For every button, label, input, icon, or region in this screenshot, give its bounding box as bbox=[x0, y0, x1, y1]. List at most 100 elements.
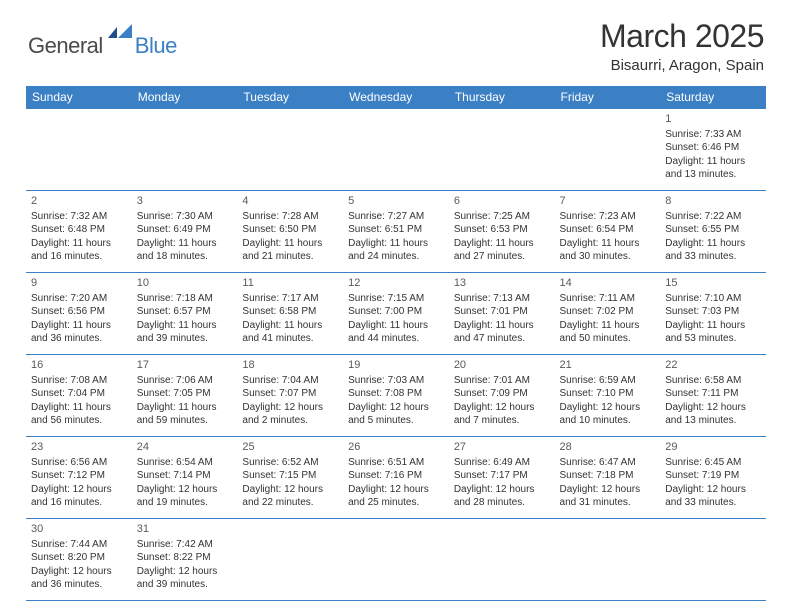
calendar-day-cell bbox=[132, 109, 238, 191]
daylight-text: Daylight: 12 hours bbox=[665, 401, 761, 415]
day-number: 12 bbox=[348, 276, 444, 291]
sunrise-text: Sunrise: 7:25 AM bbox=[454, 210, 550, 224]
daylight-text: Daylight: 12 hours bbox=[560, 483, 656, 497]
title-group: March 2025 Bisaurri, Aragon, Spain bbox=[600, 18, 764, 74]
day-number: 2 bbox=[31, 194, 127, 209]
sunrise-text: Sunrise: 7:03 AM bbox=[348, 374, 444, 388]
sunset-text: Sunset: 7:04 PM bbox=[31, 387, 127, 401]
sunset-text: Sunset: 8:20 PM bbox=[31, 551, 127, 565]
daylight-text: Daylight: 12 hours bbox=[454, 401, 550, 415]
sunset-text: Sunset: 6:53 PM bbox=[454, 223, 550, 237]
daylight-text: Daylight: 12 hours bbox=[454, 483, 550, 497]
calendar-day-cell: 1Sunrise: 7:33 AMSunset: 6:46 PMDaylight… bbox=[660, 109, 766, 191]
weekday-header-row: Sunday Monday Tuesday Wednesday Thursday… bbox=[26, 86, 766, 109]
calendar-day-cell: 22Sunrise: 6:58 AMSunset: 7:11 PMDayligh… bbox=[660, 355, 766, 437]
calendar-day-cell: 23Sunrise: 6:56 AMSunset: 7:12 PMDayligh… bbox=[26, 437, 132, 519]
sunset-text: Sunset: 7:01 PM bbox=[454, 305, 550, 319]
sunrise-text: Sunrise: 7:15 AM bbox=[348, 292, 444, 306]
day-number: 16 bbox=[31, 358, 127, 373]
day-number: 27 bbox=[454, 440, 550, 455]
day-number: 21 bbox=[560, 358, 656, 373]
day-number: 30 bbox=[31, 522, 127, 537]
calendar-day-cell bbox=[449, 109, 555, 191]
day-number: 20 bbox=[454, 358, 550, 373]
sunrise-text: Sunrise: 6:49 AM bbox=[454, 456, 550, 470]
sunset-text: Sunset: 6:46 PM bbox=[665, 141, 761, 155]
day-number: 3 bbox=[137, 194, 233, 209]
calendar-day-cell bbox=[449, 519, 555, 601]
calendar-day-cell bbox=[555, 109, 661, 191]
day-number: 29 bbox=[665, 440, 761, 455]
calendar-day-cell bbox=[343, 109, 449, 191]
logo: General Blue bbox=[28, 18, 177, 59]
sunrise-text: Sunrise: 6:45 AM bbox=[665, 456, 761, 470]
day-number: 11 bbox=[242, 276, 338, 291]
daylight-text: Daylight: 11 hours bbox=[560, 319, 656, 333]
daylight-text: Daylight: 11 hours bbox=[242, 237, 338, 251]
daylight-text: Daylight: 11 hours bbox=[454, 237, 550, 251]
daylight-text: Daylight: 12 hours bbox=[665, 483, 761, 497]
day-number: 18 bbox=[242, 358, 338, 373]
daylight-text: Daylight: 12 hours bbox=[31, 565, 127, 579]
day-number: 14 bbox=[560, 276, 656, 291]
daylight-text: and 16 minutes. bbox=[31, 250, 127, 264]
sunrise-text: Sunrise: 7:22 AM bbox=[665, 210, 761, 224]
sunrise-text: Sunrise: 7:17 AM bbox=[242, 292, 338, 306]
sunrise-text: Sunrise: 7:23 AM bbox=[560, 210, 656, 224]
daylight-text: and 41 minutes. bbox=[242, 332, 338, 346]
day-number: 5 bbox=[348, 194, 444, 209]
weekday-header: Sunday bbox=[26, 86, 132, 109]
calendar-day-cell: 31Sunrise: 7:42 AMSunset: 8:22 PMDayligh… bbox=[132, 519, 238, 601]
sunset-text: Sunset: 8:22 PM bbox=[137, 551, 233, 565]
day-number: 1 bbox=[665, 112, 761, 127]
day-number: 13 bbox=[454, 276, 550, 291]
calendar-day-cell: 4Sunrise: 7:28 AMSunset: 6:50 PMDaylight… bbox=[237, 191, 343, 273]
daylight-text: and 24 minutes. bbox=[348, 250, 444, 264]
calendar-day-cell: 10Sunrise: 7:18 AMSunset: 6:57 PMDayligh… bbox=[132, 273, 238, 355]
daylight-text: Daylight: 11 hours bbox=[665, 319, 761, 333]
sunrise-text: Sunrise: 7:33 AM bbox=[665, 128, 761, 142]
daylight-text: Daylight: 12 hours bbox=[560, 401, 656, 415]
calendar-week-row: 9Sunrise: 7:20 AMSunset: 6:56 PMDaylight… bbox=[26, 273, 766, 355]
logo-flag-icon bbox=[108, 24, 134, 45]
sunset-text: Sunset: 7:19 PM bbox=[665, 469, 761, 483]
day-number: 31 bbox=[137, 522, 233, 537]
sunset-text: Sunset: 7:00 PM bbox=[348, 305, 444, 319]
sunrise-text: Sunrise: 6:54 AM bbox=[137, 456, 233, 470]
sunset-text: Sunset: 7:16 PM bbox=[348, 469, 444, 483]
daylight-text: Daylight: 11 hours bbox=[137, 319, 233, 333]
calendar-day-cell: 16Sunrise: 7:08 AMSunset: 7:04 PMDayligh… bbox=[26, 355, 132, 437]
sunrise-text: Sunrise: 7:28 AM bbox=[242, 210, 338, 224]
sunrise-text: Sunrise: 7:20 AM bbox=[31, 292, 127, 306]
calendar-day-cell bbox=[26, 109, 132, 191]
sunrise-text: Sunrise: 6:51 AM bbox=[348, 456, 444, 470]
daylight-text: Daylight: 11 hours bbox=[454, 319, 550, 333]
daylight-text: Daylight: 11 hours bbox=[31, 319, 127, 333]
daylight-text: Daylight: 12 hours bbox=[31, 483, 127, 497]
calendar-day-cell: 13Sunrise: 7:13 AMSunset: 7:01 PMDayligh… bbox=[449, 273, 555, 355]
calendar-day-cell: 21Sunrise: 6:59 AMSunset: 7:10 PMDayligh… bbox=[555, 355, 661, 437]
logo-text-blue: Blue bbox=[135, 33, 177, 59]
daylight-text: and 30 minutes. bbox=[560, 250, 656, 264]
calendar-day-cell: 25Sunrise: 6:52 AMSunset: 7:15 PMDayligh… bbox=[237, 437, 343, 519]
daylight-text: and 39 minutes. bbox=[137, 332, 233, 346]
calendar-day-cell: 20Sunrise: 7:01 AMSunset: 7:09 PMDayligh… bbox=[449, 355, 555, 437]
sunset-text: Sunset: 7:17 PM bbox=[454, 469, 550, 483]
daylight-text: and 5 minutes. bbox=[348, 414, 444, 428]
sunrise-text: Sunrise: 7:01 AM bbox=[454, 374, 550, 388]
day-number: 25 bbox=[242, 440, 338, 455]
daylight-text: and 33 minutes. bbox=[665, 250, 761, 264]
daylight-text: Daylight: 11 hours bbox=[31, 401, 127, 415]
sunrise-text: Sunrise: 7:08 AM bbox=[31, 374, 127, 388]
daylight-text: and 19 minutes. bbox=[137, 496, 233, 510]
weekday-header: Wednesday bbox=[343, 86, 449, 109]
weekday-header: Thursday bbox=[449, 86, 555, 109]
sunset-text: Sunset: 7:08 PM bbox=[348, 387, 444, 401]
day-number: 10 bbox=[137, 276, 233, 291]
calendar-day-cell: 28Sunrise: 6:47 AMSunset: 7:18 PMDayligh… bbox=[555, 437, 661, 519]
calendar-day-cell: 12Sunrise: 7:15 AMSunset: 7:00 PMDayligh… bbox=[343, 273, 449, 355]
calendar-week-row: 2Sunrise: 7:32 AMSunset: 6:48 PMDaylight… bbox=[26, 191, 766, 273]
sunset-text: Sunset: 6:55 PM bbox=[665, 223, 761, 237]
sunset-text: Sunset: 7:09 PM bbox=[454, 387, 550, 401]
sunset-text: Sunset: 7:07 PM bbox=[242, 387, 338, 401]
